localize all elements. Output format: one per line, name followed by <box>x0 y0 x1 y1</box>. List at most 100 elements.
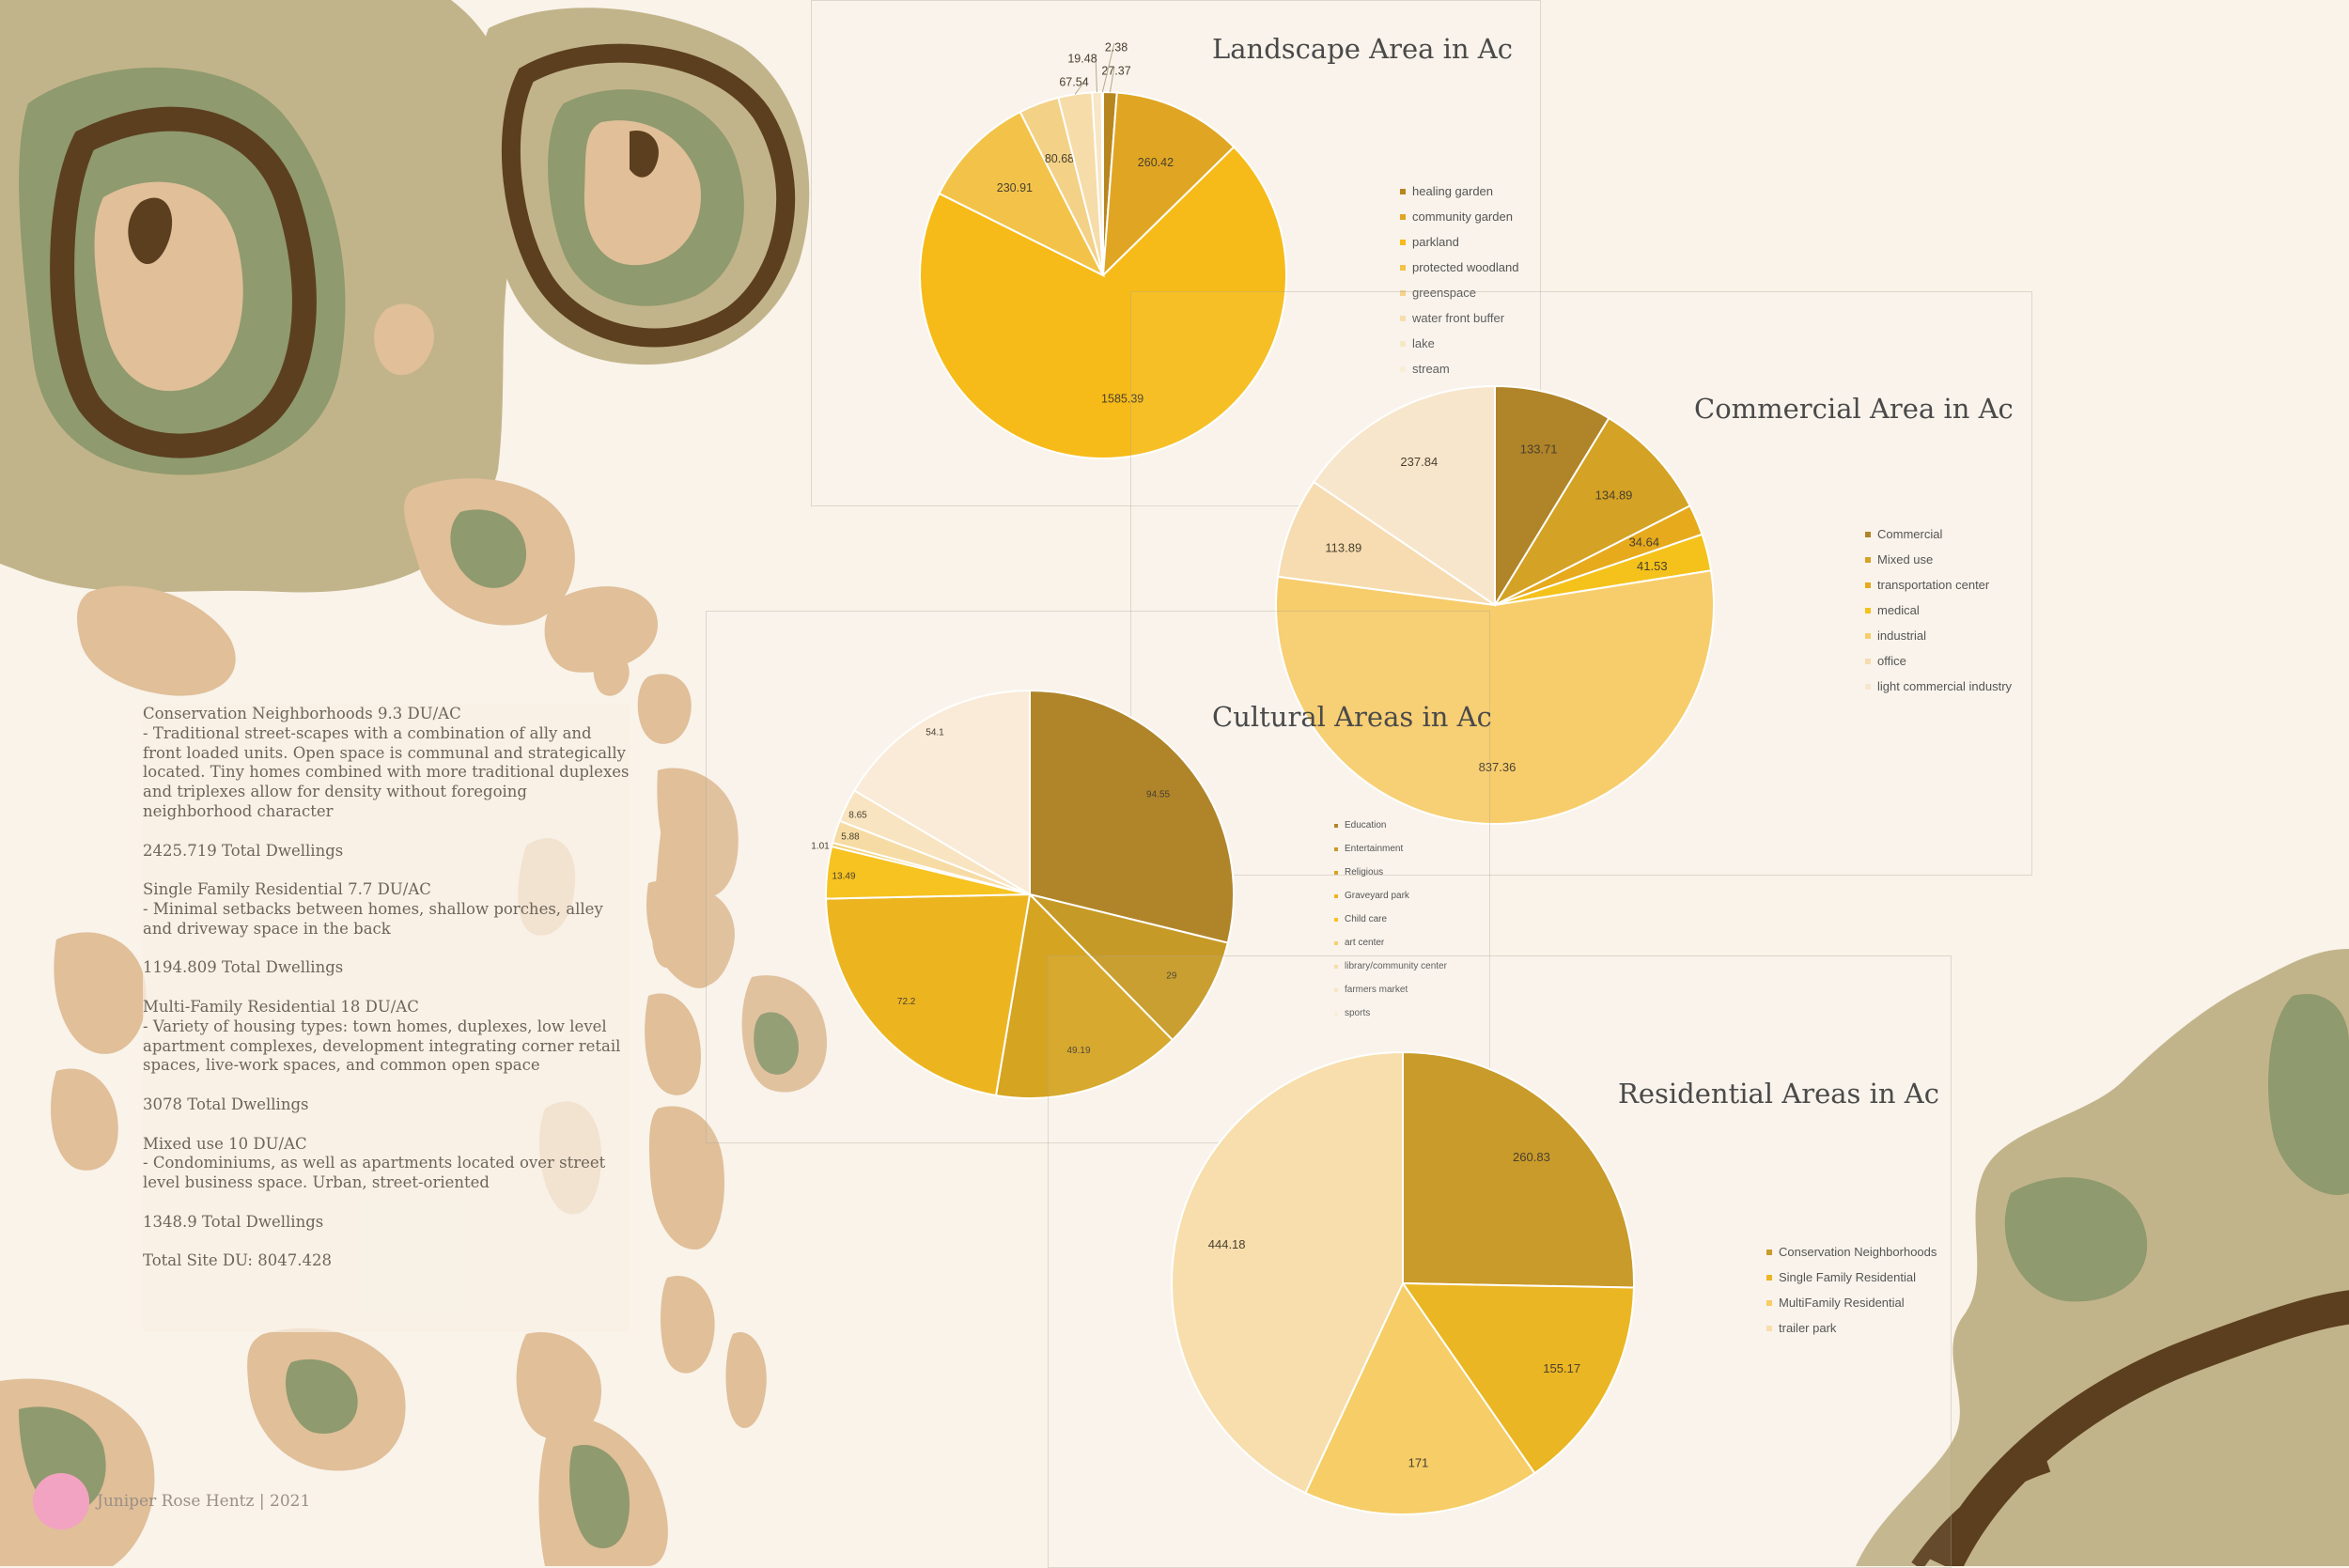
legend-label: greenspace <box>1412 286 1476 300</box>
legend-item: office <box>1865 648 2012 674</box>
footer: Juniper Rose Hentz | 2021 <box>33 1473 310 1529</box>
legend-swatch-icon <box>1865 683 1871 690</box>
dwelling-summary-panel: Conservation Neighborhoods 9.3 DU/AC - T… <box>143 705 630 1332</box>
legend-item: Conservation Neighborhoods <box>1766 1239 1937 1265</box>
legend-label: lake <box>1412 336 1435 350</box>
legend-swatch-icon <box>1400 188 1406 194</box>
legend-item: parkland <box>1400 229 1518 255</box>
summary-paragraph: 1194.809 Total Dwellings <box>143 958 344 977</box>
summary-paragraph: Mixed use 10 DU/AC - Condominiums, as we… <box>143 1134 606 1192</box>
legend-label: Entertainment <box>1345 844 1404 854</box>
legend-label: office <box>1877 654 1906 668</box>
legend-item: Religious <box>1334 861 1447 884</box>
legend-label: industrial <box>1877 629 1927 643</box>
legend-swatch-icon <box>1865 582 1871 588</box>
legend-swatch-icon <box>1400 365 1406 372</box>
legend-label: MultiFamily Residential <box>1779 1296 1905 1310</box>
legend-item: greenspace <box>1400 280 1518 305</box>
chart-legend: Conservation Neighborhoods Single Family … <box>1766 1239 1937 1341</box>
map-top-left-loops <box>0 0 810 593</box>
legend-swatch-icon <box>1400 289 1406 296</box>
legend-label: stream <box>1412 362 1450 376</box>
legend-item: Commercial <box>1865 521 2012 547</box>
legend-item: sports <box>1334 1001 1447 1025</box>
legend-item: Single Family Residential <box>1766 1265 1937 1290</box>
author-credit: Juniper Rose Hentz | 2021 <box>97 1492 311 1511</box>
legend-item: industrial <box>1865 623 2012 648</box>
summary-paragraph: Conservation Neighborhoods 9.3 DU/AC - T… <box>143 705 630 820</box>
legend-label: Commercial <box>1877 527 1943 541</box>
map-bottom-right-parcel <box>1856 949 2349 1566</box>
legend-item: stream <box>1400 356 1518 381</box>
summary-paragraph: 2425.719 Total Dwellings <box>143 841 344 860</box>
legend-swatch-icon <box>1334 964 1338 969</box>
legend-swatch-icon <box>1334 870 1338 875</box>
summary-paragraph: 3078 Total Dwellings <box>143 1094 309 1113</box>
legend-label: sports <box>1345 1008 1371 1018</box>
legend-item: Education <box>1334 814 1447 837</box>
legend-item: trailer park <box>1766 1315 1937 1341</box>
legend-item: farmers market <box>1334 978 1447 1001</box>
legend-item: library/community center <box>1334 955 1447 978</box>
legend-swatch-icon <box>1766 1325 1772 1331</box>
legend-label: water front buffer <box>1412 311 1505 325</box>
chart-legend: Education Entertainment Religious Graveyard… <box>1334 814 1447 1025</box>
legend-item: lake <box>1400 331 1518 356</box>
legend-swatch-icon <box>1865 607 1871 613</box>
legend-swatch-icon <box>1766 1249 1772 1255</box>
legend-swatch-icon <box>1334 987 1338 992</box>
legend-item: healing garden <box>1400 179 1518 204</box>
map-scattered-parcels <box>0 303 827 1566</box>
legend-swatch-icon <box>1334 1011 1338 1016</box>
chart-title: Landscape Area in Ac <box>1212 33 1513 65</box>
summary-paragraph: Multi-Family Residential 18 DU/AC - Vari… <box>143 997 621 1075</box>
chart-title: Commercial Area in Ac <box>1694 393 2014 425</box>
legend-label: protected woodland <box>1412 260 1519 274</box>
legend-label: transportation center <box>1877 578 1990 592</box>
legend-label: Child care <box>1345 914 1388 924</box>
legend-item: medical <box>1865 598 2012 623</box>
legend-item: protected woodland <box>1400 255 1518 280</box>
legend-item: art center <box>1334 931 1447 955</box>
legend-swatch-icon <box>1334 846 1338 851</box>
legend-item: water front buffer <box>1400 305 1518 331</box>
legend-swatch-icon <box>1334 823 1338 828</box>
legend-swatch-icon <box>1400 340 1406 347</box>
legend-item: transportation center <box>1865 572 2012 598</box>
legend-label: Religious <box>1345 867 1384 877</box>
legend-label: Single Family Residential <box>1779 1270 1916 1284</box>
legend-label: Conservation Neighborhoods <box>1779 1245 1937 1259</box>
legend-label: community garden <box>1412 210 1513 224</box>
legend-item: Graveyard park <box>1334 884 1447 908</box>
legend-label: Education <box>1345 820 1387 831</box>
pink-dot-icon <box>33 1473 89 1529</box>
legend-label: art center <box>1345 938 1385 948</box>
legend-swatch-icon <box>1334 917 1338 922</box>
legend-label: Mixed use <box>1877 552 1934 567</box>
legend-label: Graveyard park <box>1345 891 1409 901</box>
legend-label: library/community center <box>1345 961 1447 971</box>
legend-item: community garden <box>1400 204 1518 229</box>
summary-paragraph: 1348.9 Total Dwellings <box>143 1212 324 1231</box>
legend-label: farmers market <box>1345 985 1408 995</box>
chart-legend: healing garden community garden parkland pr… <box>1400 179 1518 381</box>
legend-label: light commercial industry <box>1877 679 2013 693</box>
legend-swatch-icon <box>1400 315 1406 321</box>
legend-swatch-icon <box>1865 632 1871 639</box>
legend-swatch-icon <box>1400 264 1406 271</box>
legend-swatch-icon <box>1334 893 1338 898</box>
legend-swatch-icon <box>1766 1274 1772 1281</box>
legend-item: MultiFamily Residential <box>1766 1290 1937 1315</box>
legend-swatch-icon <box>1865 531 1871 537</box>
legend-swatch-icon <box>1865 658 1871 664</box>
legend-swatch-icon <box>1400 239 1406 245</box>
legend-swatch-icon <box>1334 940 1338 945</box>
legend-label: parkland <box>1412 235 1459 249</box>
legend-label: trailer park <box>1779 1321 1837 1335</box>
chart-title: Cultural Areas in Ac <box>1212 701 1492 733</box>
summary-paragraph: Total Site DU: 8047.428 <box>143 1251 332 1270</box>
chart-legend: Commercial Mixed use transportation center… <box>1865 521 2012 699</box>
chart-title: Residential Areas in Ac <box>1618 1078 1939 1110</box>
legend-swatch-icon <box>1400 213 1406 220</box>
